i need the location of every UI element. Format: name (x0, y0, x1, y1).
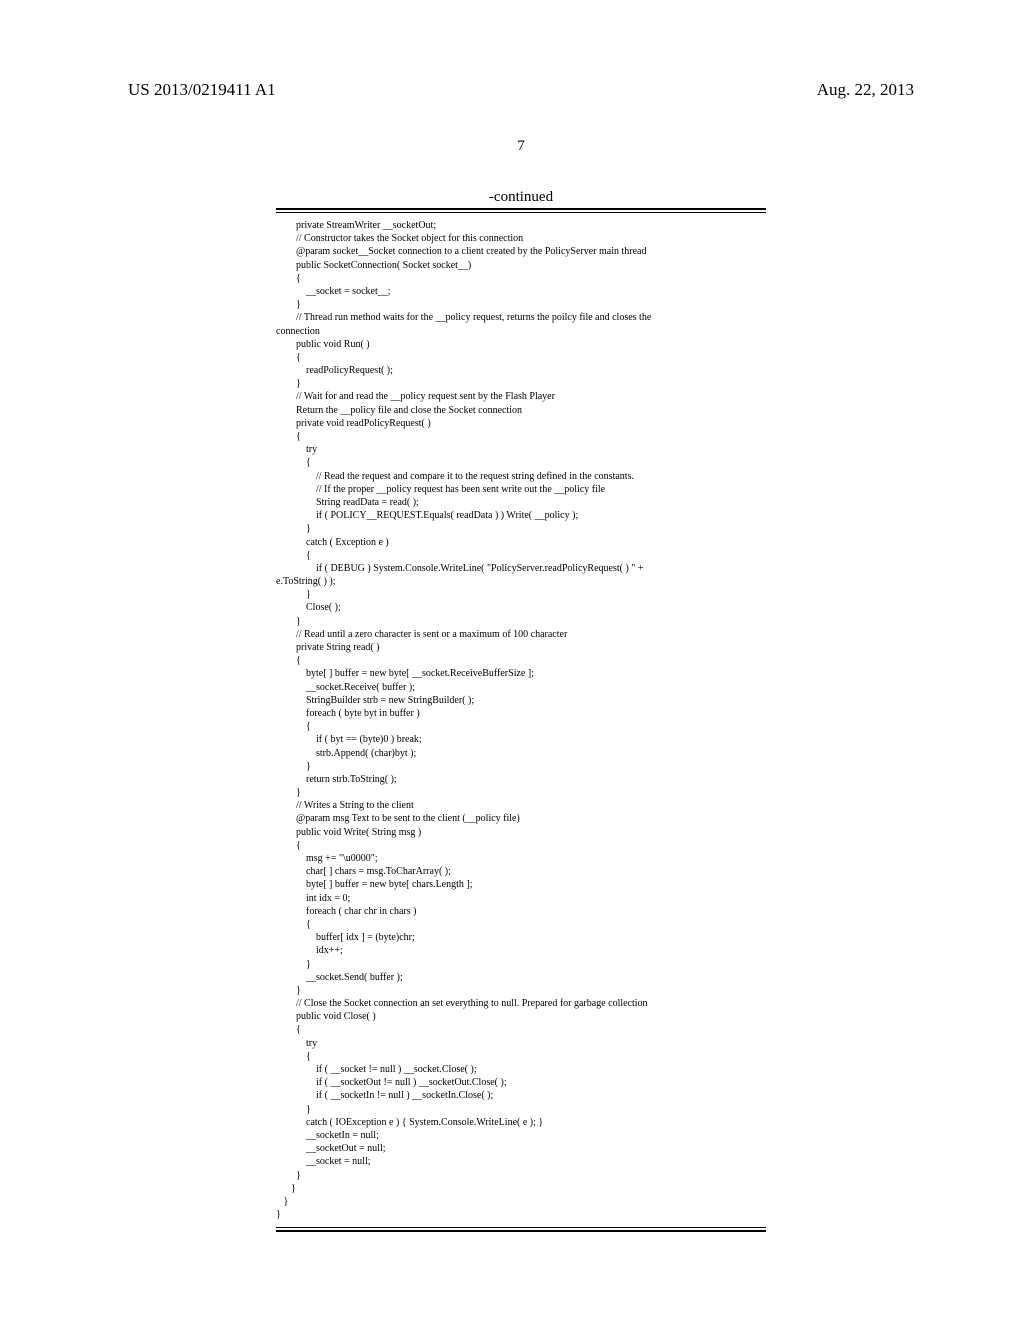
code-listing: private StreamWriter __socketOut; // Con… (276, 219, 766, 1221)
rule-bottom-thick (276, 1230, 766, 1232)
continued-label: -continued (118, 189, 924, 206)
publication-number: US 2013/0219411 A1 (128, 80, 276, 100)
page-header: US 2013/0219411 A1 Aug. 22, 2013 (118, 80, 924, 100)
rule-top-thin (276, 212, 766, 213)
rule-top-thick (276, 208, 766, 210)
rule-bottom-thin (276, 1227, 766, 1228)
publication-date: Aug. 22, 2013 (817, 80, 914, 100)
page-number: 7 (118, 138, 924, 155)
page: US 2013/0219411 A1 Aug. 22, 2013 7 -cont… (0, 0, 1024, 1320)
